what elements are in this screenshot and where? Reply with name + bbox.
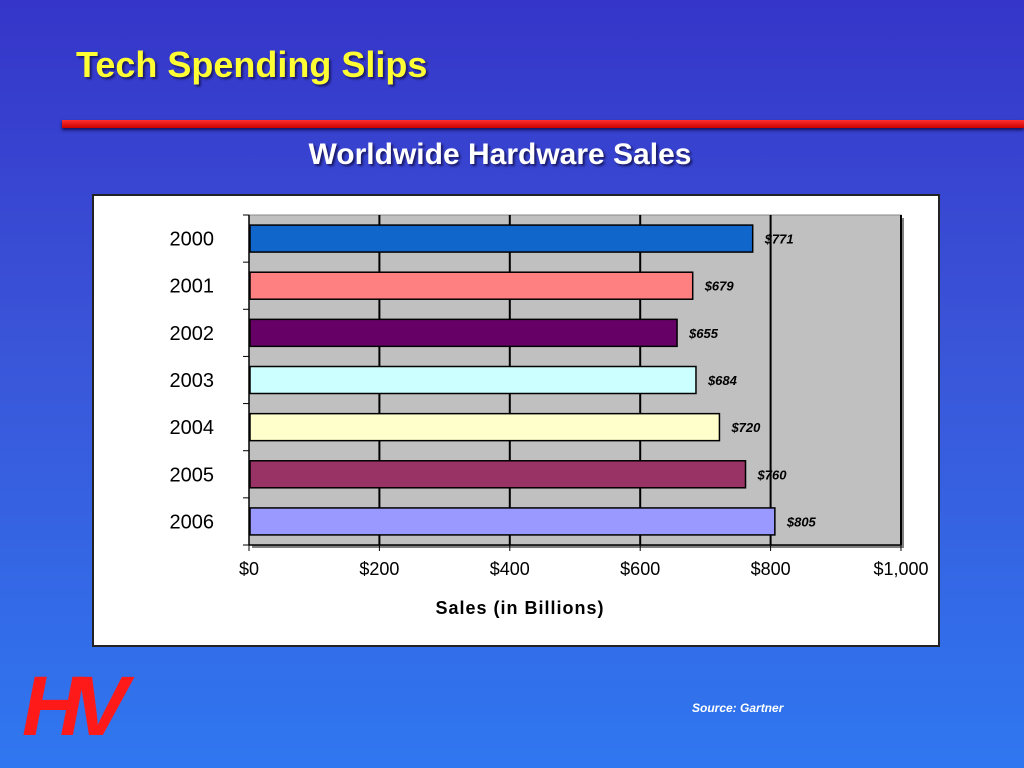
x-tick-label: $600 — [620, 559, 660, 579]
chart-panel: 2000 $771 2001 $679 2002 $655 2003 $684 2004 $720… — [92, 194, 940, 647]
x-axis-title: Sales (in Billions) — [435, 598, 604, 618]
bar — [249, 460, 747, 489]
bar — [249, 412, 721, 442]
category-label: 2004 — [170, 417, 215, 439]
category-label: 2002 — [170, 323, 215, 345]
source-note: Source: Gartner — [692, 701, 784, 715]
x-tick-label: $0 — [239, 559, 259, 579]
title-rule — [62, 120, 1024, 128]
x-tick-label: $800 — [751, 559, 791, 579]
category-label: 2005 — [170, 464, 215, 486]
value-label: $760 — [757, 467, 788, 482]
x-tick-label: $400 — [490, 559, 530, 579]
bar — [249, 271, 694, 300]
bar — [249, 318, 678, 348]
bar — [249, 365, 697, 395]
value-label: $720 — [730, 420, 761, 435]
category-label: 2001 — [170, 276, 215, 298]
value-label: $679 — [704, 279, 735, 294]
category-label: 2006 — [170, 511, 215, 533]
hv-logo: HV — [22, 659, 129, 753]
chart-title: Worldwide Hardware Sales — [308, 138, 692, 171]
bar — [249, 507, 776, 536]
x-tick-label: $200 — [359, 559, 399, 579]
category-label: 2003 — [170, 370, 215, 392]
value-label: $771 — [764, 232, 794, 247]
value-label: $805 — [786, 514, 817, 529]
value-label: $684 — [707, 373, 738, 388]
hardware-sales-bar-chart: 2000 $771 2001 $679 2002 $655 2003 $684 2004 $720… — [170, 214, 929, 618]
bar — [249, 224, 754, 253]
x-tick-label: $1,000 — [873, 559, 928, 579]
slide-title: Tech Spending Slips — [76, 44, 428, 85]
value-label: $655 — [688, 326, 719, 341]
category-label: 2000 — [170, 229, 215, 251]
